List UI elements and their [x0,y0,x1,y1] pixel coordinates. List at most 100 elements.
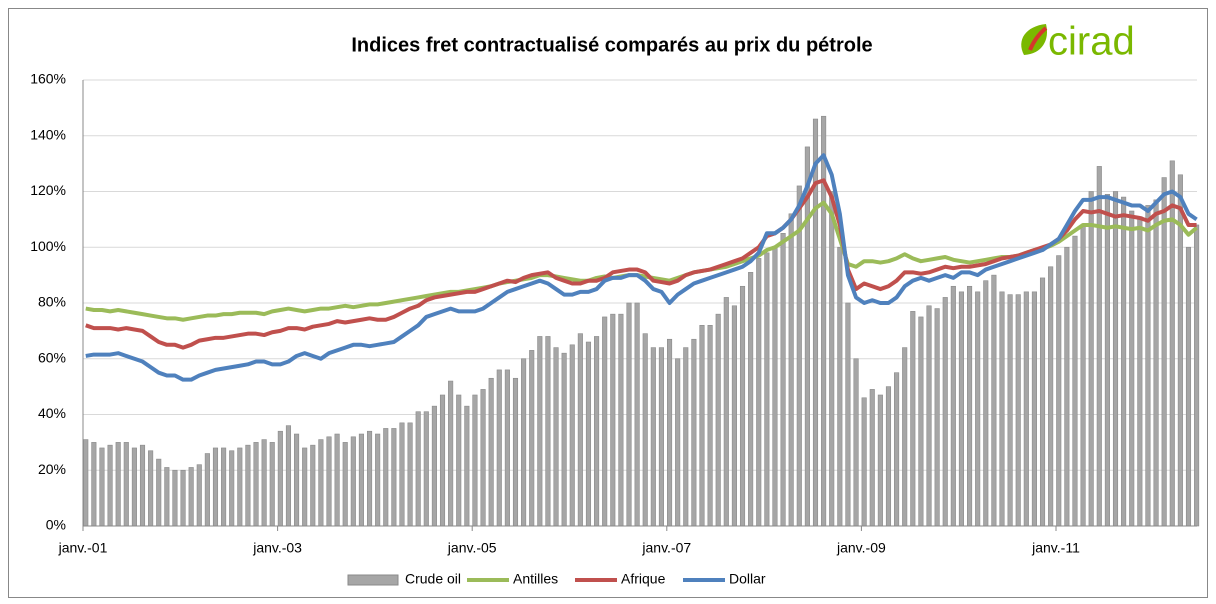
bar [123,442,129,527]
bar [545,336,551,527]
bar [894,372,900,527]
bar [999,291,1005,527]
bar [1096,166,1102,527]
bar [577,333,583,527]
bar [739,285,746,527]
bar [464,405,470,527]
bar [675,358,681,527]
bar [448,380,454,527]
bar [1137,216,1143,527]
bar [877,394,883,527]
bar [561,352,567,527]
bar [634,302,640,527]
bar [1169,160,1175,527]
bar [764,252,770,527]
y-tick-label: 80% [38,294,66,310]
bar [318,439,324,527]
bar [204,453,210,527]
logo-text: cirad [1048,20,1135,64]
logo-stroke [1028,26,1048,51]
bar [869,389,875,527]
y-tick-label: 40% [38,405,66,421]
bar [1080,224,1086,527]
bar [342,442,348,527]
bar [334,433,340,527]
bar [277,430,283,527]
bar [91,442,97,527]
bar [1015,294,1021,527]
bar [715,313,721,527]
bar [967,285,973,527]
bar [788,213,794,527]
bar [642,333,648,527]
bar [99,447,105,527]
bar [269,442,275,527]
bar [926,305,932,527]
line-series [85,178,1197,350]
bar [237,447,243,527]
bar [707,324,713,527]
bar [456,394,462,527]
bar [780,233,786,527]
bar [439,394,446,527]
bar [1007,294,1013,527]
bar [861,397,867,527]
x-tick-label: janv.-11 [1031,540,1080,556]
bar [699,324,705,527]
y-tick-label: 0% [46,517,66,533]
bar [366,430,373,527]
bar [821,115,827,527]
bar [1031,291,1037,527]
bar [229,450,235,527]
bar [569,344,575,527]
bar [294,433,300,527]
bar [188,467,194,527]
bar [302,447,308,527]
bar [1145,205,1151,527]
y-tick-label: 100% [30,238,66,254]
bar [383,428,389,527]
legend-label: Antilles [513,571,558,587]
bar [212,447,219,527]
bar [107,444,113,527]
bar [196,464,202,527]
line-series [85,153,1198,382]
bar [772,246,778,527]
bar [610,313,616,527]
bar [399,422,405,527]
bar [512,377,519,527]
bar [253,442,259,527]
bar [626,302,632,527]
bar [285,425,292,527]
bar [496,369,502,527]
bar [115,442,121,527]
bar [375,433,381,527]
y-tick-label: 60% [38,349,66,365]
bar [950,285,956,527]
bar [756,258,762,527]
bar [666,338,673,527]
bar [829,191,835,527]
bar [1064,246,1070,527]
bar [1153,199,1159,527]
bar [918,316,924,527]
bar [748,272,754,527]
legend-label: Crude oil [405,571,461,587]
bar [1056,255,1062,527]
x-tick-label: janv.-07 [641,540,691,556]
bar [731,305,737,527]
bar [472,394,478,527]
bar [618,313,624,527]
bar [139,444,146,527]
bar [1161,177,1167,527]
legend-swatch [347,574,399,586]
bar [504,369,510,527]
bar [431,405,437,527]
bar [958,291,965,527]
bar [529,350,535,527]
bar [488,377,494,527]
bar [585,341,592,527]
y-tick-label: 140% [30,126,66,142]
bar [1112,191,1119,527]
